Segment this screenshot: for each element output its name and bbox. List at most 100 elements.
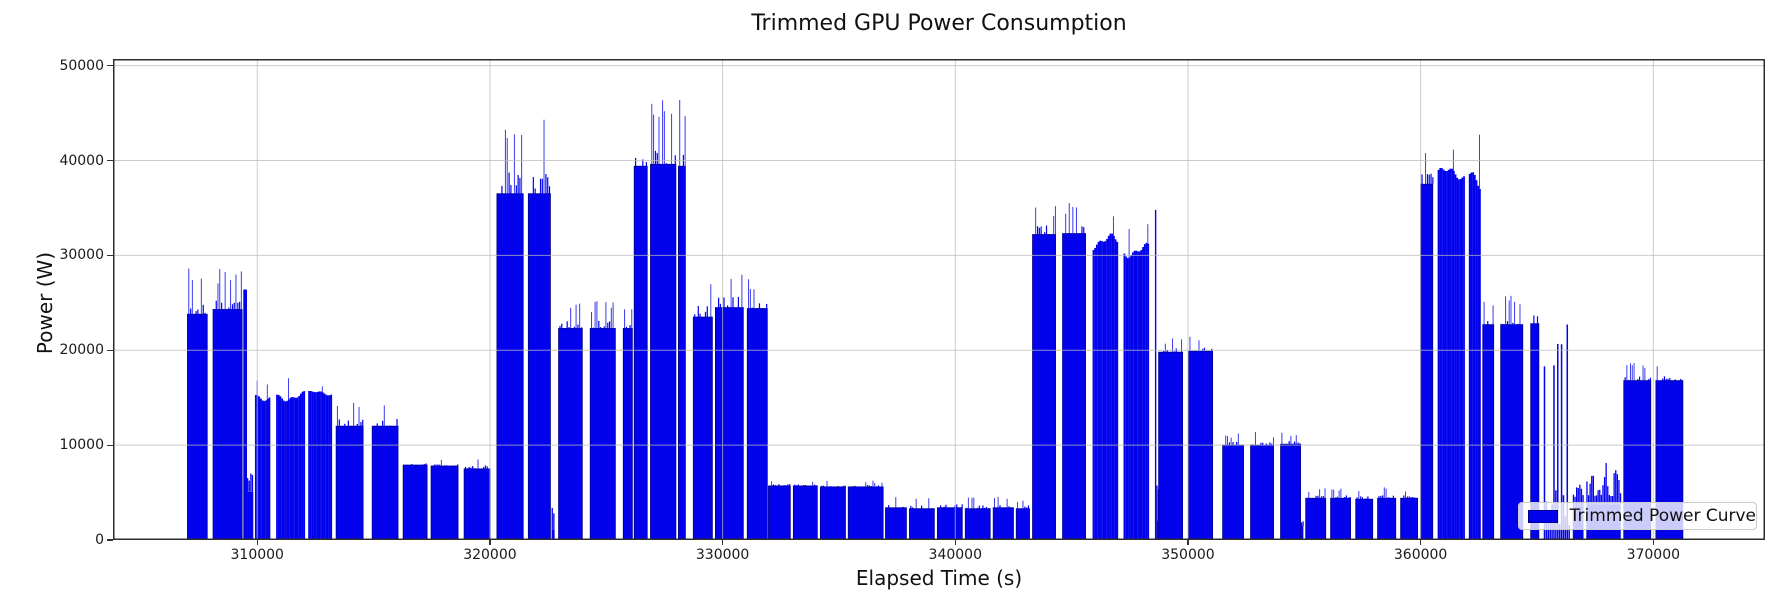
data-bar (603, 326, 605, 329)
data-bar (861, 486, 863, 487)
data-bar (656, 153, 658, 165)
data-bar (1576, 487, 1578, 507)
data-bar (1290, 435, 1292, 445)
data-bar (1619, 493, 1622, 505)
data-bar (847, 486, 884, 540)
data-bar (1038, 227, 1040, 235)
data-bar (301, 391, 304, 540)
data-bar (217, 283, 219, 310)
data-bar (1254, 432, 1256, 446)
data-bar (191, 279, 193, 315)
y-tick-mark (107, 159, 113, 162)
y-tick-label: 10000 (59, 437, 104, 454)
data-bar (594, 301, 596, 329)
data-bar (1334, 497, 1337, 499)
data-bar (888, 505, 890, 508)
data-bar (1156, 520, 1159, 540)
data-bar (1599, 489, 1601, 505)
data-bar (768, 485, 791, 540)
data-bar (543, 119, 545, 194)
data-bar (971, 497, 973, 509)
data-bar (842, 485, 844, 487)
data-bar (551, 529, 555, 540)
x-tick-label: 360000 (1393, 547, 1448, 563)
data-bar (1449, 168, 1452, 540)
x-tick-mark (954, 540, 956, 545)
data-bar (1123, 253, 1126, 540)
y-axis-label: Power (W) (33, 251, 57, 355)
data-bar (961, 504, 963, 508)
data-bar (1610, 496, 1612, 505)
data-bar (261, 400, 264, 540)
data-bar (281, 398, 284, 540)
data-bar (296, 397, 299, 540)
data-bar (1410, 497, 1412, 499)
data-bar (1597, 490, 1599, 505)
data-bar (1095, 244, 1098, 540)
data-bar (612, 302, 614, 329)
data-bar (624, 309, 626, 329)
data-bar (812, 481, 814, 486)
data-bar (1533, 315, 1535, 324)
data-bar (600, 327, 602, 329)
data-bar (1405, 491, 1407, 499)
data-bar (470, 467, 472, 469)
data-bar (663, 111, 665, 165)
data-bar (254, 394, 257, 540)
data-bar (719, 303, 721, 308)
data-bar (263, 401, 266, 540)
data-bar (928, 498, 930, 509)
data-bar (671, 113, 673, 165)
data-bar (423, 464, 425, 466)
data-bar (1198, 340, 1200, 352)
data-bar (1132, 252, 1134, 540)
data-bar (444, 465, 446, 466)
data-bar (966, 507, 968, 509)
data-bar (1027, 505, 1030, 509)
data-bar (881, 482, 883, 487)
data-bar (631, 309, 633, 329)
y-tick-mark (107, 539, 113, 541)
data-bar (978, 505, 980, 509)
data-bar (235, 274, 237, 310)
data-bar (204, 312, 206, 315)
data-bar (316, 391, 319, 540)
data-bar (1112, 216, 1114, 236)
data-bar (1479, 188, 1481, 540)
data-bar (240, 271, 242, 310)
data-bar (1579, 484, 1581, 507)
data-bar (609, 321, 611, 329)
data-bar (645, 161, 647, 167)
data-bar (1501, 323, 1503, 325)
data-bar (589, 328, 616, 540)
data-bar (437, 464, 439, 466)
data-bar (1140, 249, 1143, 540)
plot-canvas (113, 59, 1765, 540)
data-bar (1068, 203, 1070, 234)
data-bar (1081, 226, 1083, 234)
data-bar (1426, 174, 1429, 185)
chart-title: Trimmed GPU Power Consumption (751, 11, 1127, 36)
data-bar (294, 397, 297, 540)
data-bar (865, 482, 867, 487)
data-bar (1377, 497, 1397, 540)
data-bar (541, 178, 543, 194)
data-bar (1557, 343, 1559, 540)
data-bar (607, 322, 609, 329)
data-bar (1519, 304, 1521, 325)
data-bar (1647, 379, 1650, 381)
data-bar (732, 297, 734, 308)
data-bar (1356, 497, 1358, 500)
data-bar (1227, 436, 1229, 446)
data-bar (1355, 498, 1374, 540)
data-bar (1361, 497, 1364, 500)
data-bar (1075, 207, 1077, 234)
data-bar (945, 504, 947, 508)
data-bar (506, 137, 508, 194)
data-bar (1360, 496, 1362, 500)
data-bar (1280, 443, 1301, 540)
data-bar (1446, 170, 1448, 540)
y-tick-mark (107, 65, 113, 67)
data-bar (1425, 153, 1427, 185)
data-bar (577, 324, 579, 329)
